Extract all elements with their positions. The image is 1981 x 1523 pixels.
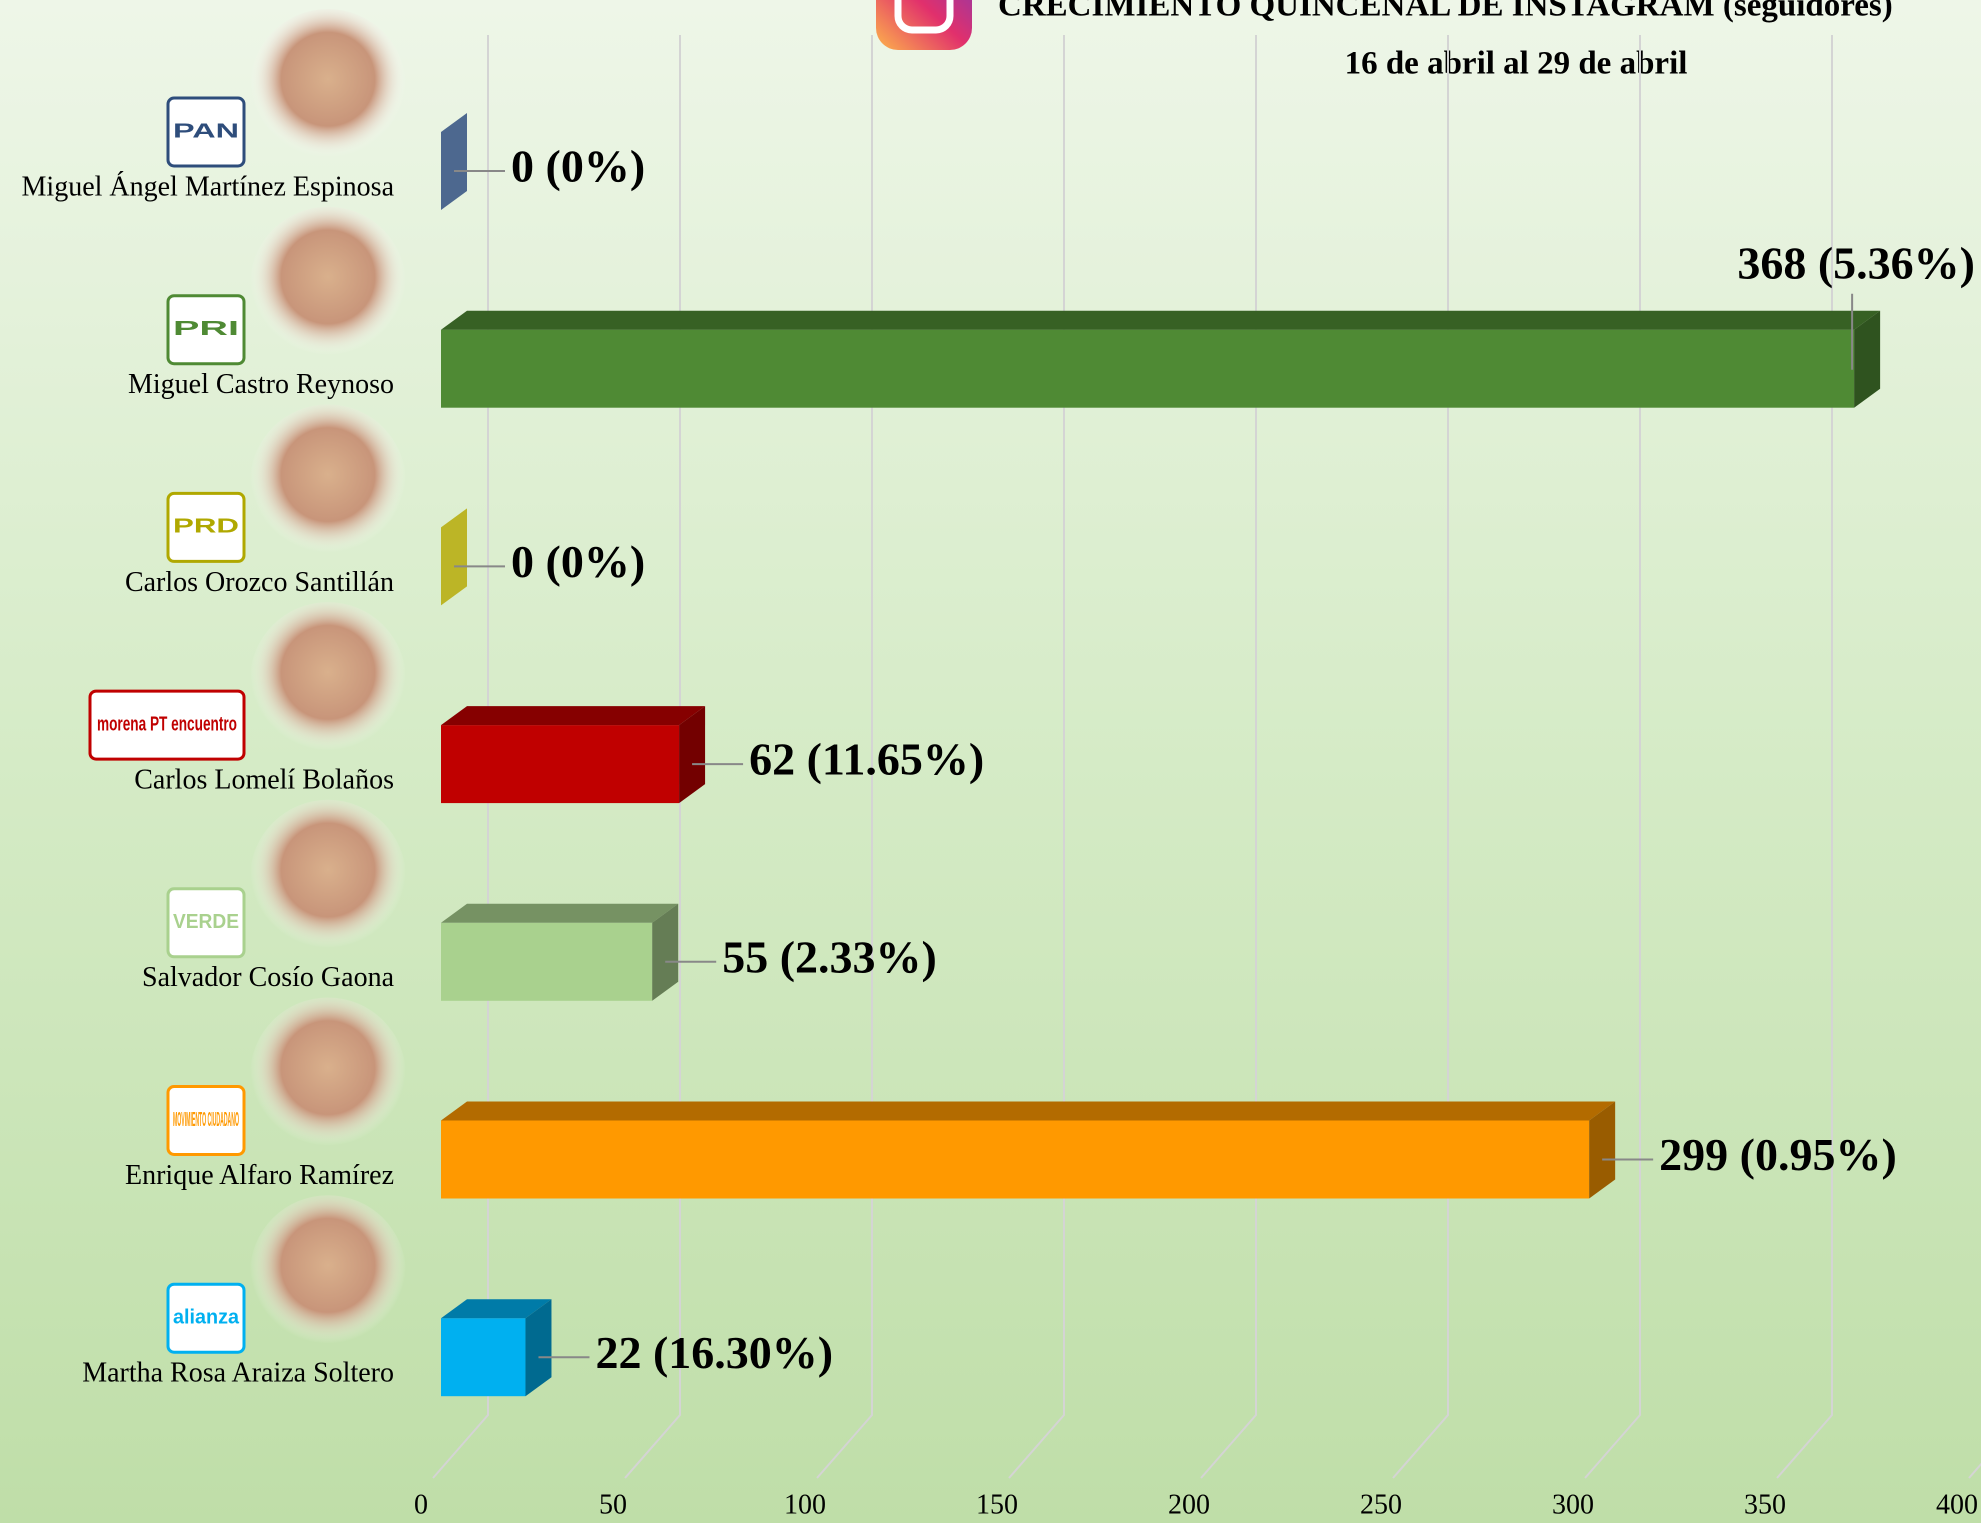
party-logo-text: morena PT encuentro (97, 713, 237, 735)
x-tick-label: 400 (1936, 1489, 1978, 1520)
value-label: 22 (16.30%) (595, 1327, 833, 1378)
value-label: 368 (5.36%) (1737, 237, 1975, 288)
x-tick-label: 0 (414, 1489, 428, 1520)
x-tick-label: 150 (976, 1489, 1018, 1520)
bar-side (441, 113, 467, 210)
party-logo-text: PAN (173, 120, 239, 142)
candidate-photo (250, 207, 406, 363)
x-tick-label: 100 (784, 1489, 826, 1520)
page: {"chart_data": {"type": "bar", "orientat… (0, 0, 1981, 1523)
candidate-photo (250, 404, 406, 560)
category-label: Carlos Lomelí Bolaños (134, 765, 394, 796)
x-tick-label: 200 (1168, 1489, 1210, 1520)
bar-front (441, 923, 652, 1001)
bar-top (441, 311, 1880, 330)
bar-front (441, 1121, 1589, 1199)
value-label: 55 (2.33%) (722, 931, 937, 982)
bar-top (441, 1102, 1615, 1121)
grid-line (1201, 35, 1256, 1478)
bar-front (441, 725, 679, 803)
value-label: 299 (0.95%) (1659, 1129, 1897, 1180)
x-tick-label: 50 (599, 1489, 627, 1520)
value-label: 0 (0%) (511, 141, 645, 192)
grid-line (1393, 35, 1448, 1478)
x-tick-label: 350 (1744, 1489, 1786, 1520)
grid-line (1585, 35, 1640, 1478)
candidate-photo (250, 602, 406, 758)
party-logo-text: PRD (173, 516, 239, 538)
category-label: Enrique Alfaro Ramírez (125, 1160, 394, 1191)
bar-top (441, 706, 705, 725)
bar-top (441, 904, 678, 923)
chart-title: CRECIMIENTO QUINCENAL DE INSTAGRAM (segu… (998, 0, 1893, 24)
party-logo-text: PRI (173, 318, 239, 340)
category-label: Miguel Castro Reynoso (128, 369, 394, 400)
chart-subtitle: 16 de abril al 29 de abril (1345, 46, 1688, 82)
category-label: Martha Rosa Araiza Soltero (82, 1358, 394, 1389)
chart: CRECIMIENTO QUINCENAL DE INSTAGRAM (segu… (0, 0, 1981, 1523)
value-label: 62 (11.65%) (749, 734, 984, 785)
bar-side (441, 508, 467, 605)
x-tick-label: 300 (1552, 1489, 1594, 1520)
party-logo-text: VERDE (173, 911, 239, 933)
candidate-photo (250, 1195, 406, 1351)
x-tick-label: 250 (1360, 1489, 1402, 1520)
category-label: Miguel Ángel Martínez Espinosa (22, 171, 395, 202)
candidate-photo (250, 800, 406, 956)
party-logo-text: alianza (173, 1306, 240, 1328)
bar-front (441, 330, 1854, 408)
party-logo-text: MOVIMIENTO CIUDADANO (173, 1109, 239, 1131)
category-label: Carlos Orozco Santillán (125, 567, 394, 598)
category-label: Salvador Cosío Gaona (142, 962, 395, 993)
candidate-photo (250, 998, 406, 1154)
value-label: 0 (0%) (511, 536, 645, 587)
candidate-photo (250, 9, 406, 165)
grid-line (1009, 35, 1064, 1478)
instagram-icon (876, 0, 972, 50)
bar-front (441, 1318, 525, 1396)
